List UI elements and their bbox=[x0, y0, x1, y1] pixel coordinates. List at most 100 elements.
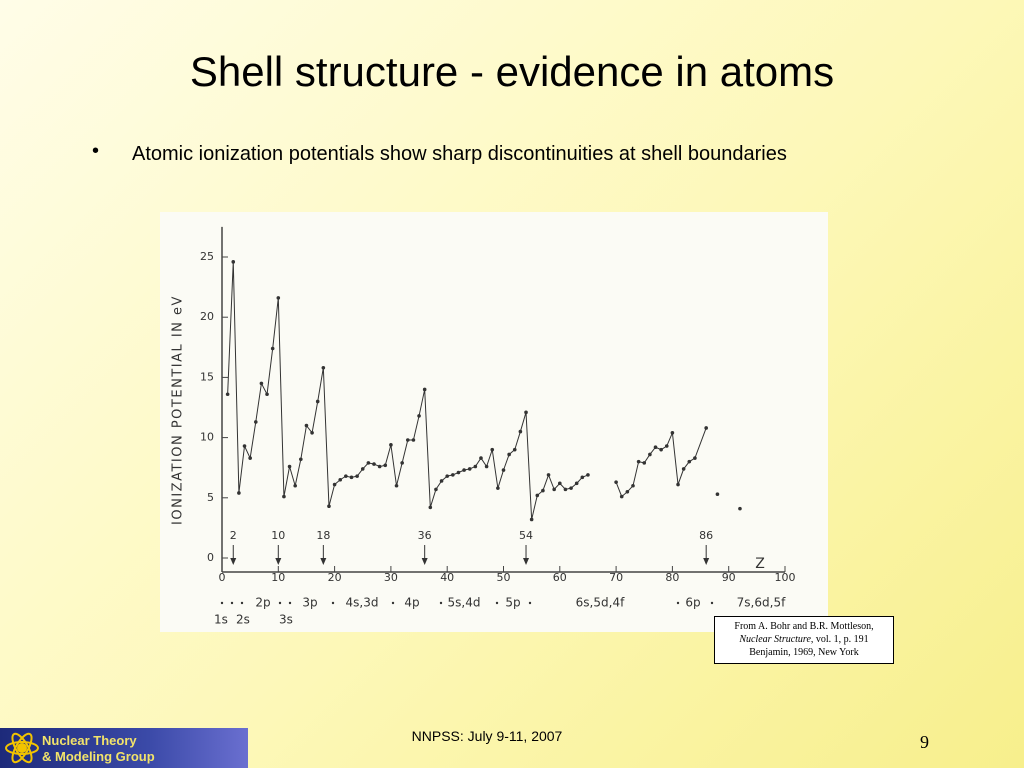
logo: Nuclear Theory & Modeling Group bbox=[0, 728, 248, 768]
separator-dot bbox=[230, 601, 234, 605]
data-point bbox=[293, 483, 297, 488]
separator-dot bbox=[495, 601, 499, 605]
arrow-label: 10 bbox=[271, 529, 285, 542]
citation-line: From A. Bohr and B.R. Mottleson, bbox=[734, 621, 874, 632]
y-tick-label: 25 bbox=[200, 250, 214, 263]
citation-rest: , vol. 1, p. 191 bbox=[810, 634, 869, 645]
shell-label: 3p bbox=[302, 596, 317, 610]
data-point bbox=[417, 414, 421, 418]
bullet-text: Atomic ionization potentials show sharp … bbox=[132, 143, 787, 165]
arrow-head bbox=[275, 558, 282, 565]
x-tick-label: 60 bbox=[553, 571, 567, 584]
arrow-head bbox=[230, 558, 237, 565]
data-point bbox=[304, 423, 309, 428]
slide-title: Shell structure - evidence in atoms bbox=[189, 48, 835, 95]
data-point bbox=[276, 296, 281, 300]
data-point bbox=[310, 430, 314, 435]
separator-dot bbox=[331, 601, 335, 605]
shell-label: 3s bbox=[279, 613, 293, 627]
data-point bbox=[535, 493, 540, 498]
x-tick-label: 80 bbox=[665, 571, 679, 584]
data-point bbox=[287, 464, 292, 469]
y-tick-label: 10 bbox=[200, 431, 214, 444]
shell-label: 5p bbox=[505, 596, 520, 610]
logo-text: & Modeling Group bbox=[42, 749, 155, 764]
arrow-label: 36 bbox=[418, 529, 432, 542]
data-point bbox=[676, 482, 680, 487]
footer-text: NNPSS: July 9-11, 2007 bbox=[411, 728, 563, 744]
data-point bbox=[389, 443, 393, 447]
data-point bbox=[327, 504, 331, 509]
shell-label: 6s,5d,4f bbox=[576, 596, 625, 610]
data-point bbox=[574, 481, 579, 486]
data-point bbox=[366, 461, 371, 465]
separator-dot bbox=[220, 601, 224, 605]
citation-line: Nuclear Structure, vol. 1, p. 191 bbox=[715, 633, 893, 646]
separator-dot bbox=[240, 601, 244, 605]
x-tick-label: 90 bbox=[722, 571, 736, 584]
arrow-head bbox=[703, 558, 710, 565]
shell-label: 6p bbox=[685, 596, 700, 610]
data-point bbox=[664, 444, 669, 448]
data-point bbox=[631, 483, 635, 488]
data-point bbox=[501, 468, 506, 472]
shell-label: 2s bbox=[236, 613, 250, 627]
data-point bbox=[653, 445, 658, 450]
data-point bbox=[451, 473, 455, 477]
data-point bbox=[344, 474, 348, 478]
data-point bbox=[338, 477, 343, 482]
data-point bbox=[253, 420, 258, 424]
data-point bbox=[439, 479, 444, 483]
x-tick-label: 20 bbox=[328, 571, 342, 584]
data-point bbox=[648, 452, 652, 457]
data-point bbox=[462, 468, 466, 472]
arrow-label: 18 bbox=[316, 529, 330, 542]
data-point bbox=[400, 461, 404, 465]
data-point bbox=[619, 494, 624, 499]
data-point bbox=[372, 462, 376, 466]
data-point bbox=[524, 410, 528, 415]
bullet-dot: • bbox=[92, 140, 100, 162]
data-point bbox=[394, 483, 399, 488]
data-point bbox=[546, 473, 551, 477]
shell-label: 1s bbox=[214, 613, 228, 627]
data-point bbox=[467, 467, 472, 471]
data-point bbox=[422, 387, 427, 392]
data-point bbox=[383, 463, 388, 468]
data-point bbox=[321, 365, 326, 370]
separator-dot bbox=[676, 601, 680, 605]
shell-label: 4s,3d bbox=[346, 596, 379, 610]
data-point bbox=[299, 457, 303, 462]
data-point bbox=[428, 505, 433, 510]
shell-label: 2p bbox=[255, 596, 270, 610]
data-point bbox=[248, 456, 252, 460]
data-point bbox=[625, 489, 630, 494]
data-point bbox=[693, 456, 697, 460]
data-point bbox=[738, 506, 742, 511]
chart-background bbox=[160, 212, 828, 632]
data-point bbox=[681, 467, 686, 471]
x-tick-label: 10 bbox=[271, 571, 285, 584]
x-tick-label: 0 bbox=[219, 571, 226, 584]
data-point bbox=[642, 461, 647, 465]
data-point bbox=[405, 438, 410, 442]
separator-dot bbox=[710, 601, 714, 605]
data-point bbox=[541, 488, 545, 493]
arrow-label: 2 bbox=[230, 529, 237, 542]
data-point bbox=[636, 459, 641, 464]
x-tick-label: 100 bbox=[775, 571, 796, 584]
data-point bbox=[225, 392, 230, 397]
shell-label: 5s,4d bbox=[448, 596, 481, 610]
data-point bbox=[715, 492, 720, 496]
page-number: 9 bbox=[920, 732, 929, 752]
data-point bbox=[479, 456, 483, 460]
data-point bbox=[456, 470, 461, 475]
data-point bbox=[434, 487, 438, 492]
data-point bbox=[270, 346, 275, 351]
arrow-label: 86 bbox=[699, 529, 713, 542]
data-point bbox=[529, 517, 534, 522]
data-point bbox=[614, 480, 618, 484]
data-point bbox=[411, 438, 416, 442]
x-tick-label: 50 bbox=[497, 571, 511, 584]
